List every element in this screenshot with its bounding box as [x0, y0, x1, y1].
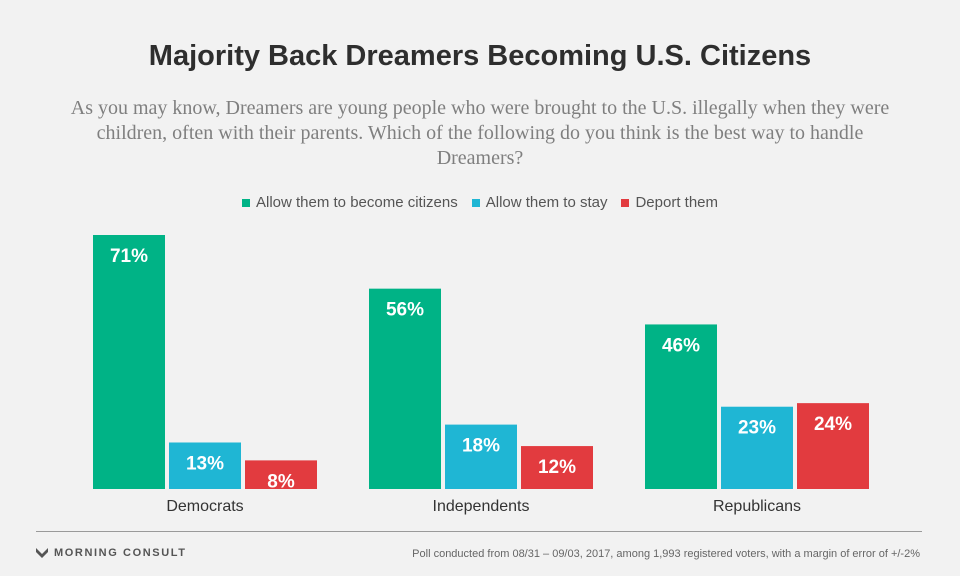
- bar-republicans-stay: [721, 406, 793, 489]
- chart-title: Majority Back Dreamers Becoming U.S. Cit…: [148, 40, 812, 72]
- category-label-independents: Independents: [433, 498, 530, 515]
- category-label-republicans: Republicans: [713, 498, 801, 515]
- bar-chart: 71% 13% 8% Democrats 56% 18% 12% Independents 46…: [93, 235, 869, 515]
- source-note: Poll conducted from 08/31 – 09/03, 2017,…: [412, 548, 920, 560]
- bar-independents-deport: [521, 446, 593, 489]
- bar-republicans-citizens: [645, 324, 717, 489]
- bar-republicans-deport: [797, 403, 869, 489]
- chart-subtitle: As you may know, Dreamers are young peop…: [70, 97, 890, 169]
- legend: Allow them to become citizens Allow them…: [0, 194, 960, 211]
- bar-democrats-stay: [169, 442, 241, 489]
- bar-democrats-deport: [245, 460, 317, 489]
- legend-item-stay: Allow them to stay: [471, 194, 608, 211]
- brand-name: MORNING CONSULT: [54, 547, 187, 559]
- legend-label-citizens: Allow them to become citizens: [255, 194, 458, 211]
- legend-swatch-deport: [621, 198, 630, 207]
- bar-label-republicans-citizens: 46%: [662, 335, 700, 356]
- legend-swatch-stay: [471, 198, 480, 207]
- bar-label-democrats-citizens: 71%: [110, 246, 148, 267]
- bar-independents-stay: [445, 424, 517, 489]
- bar-label-independents-deport: 12%: [538, 457, 576, 478]
- bar-label-republicans-stay: 23%: [738, 418, 776, 439]
- bar-label-republicans-deport: 24%: [814, 414, 852, 435]
- bar-democrats-citizens: [93, 235, 165, 489]
- bar-label-independents-citizens: 56%: [386, 300, 424, 321]
- footer-divider: [36, 531, 922, 532]
- brand-logo: MORNING CONSULT: [36, 547, 187, 559]
- legend-label-deport: Deport them: [635, 194, 719, 211]
- category-label-democrats: Democrats: [166, 498, 243, 515]
- legend-item-citizens: Allow them to become citizens: [241, 194, 458, 211]
- bar-label-independents-stay: 18%: [462, 436, 500, 457]
- bar-label-democrats-deport: 8%: [267, 471, 295, 492]
- bar-independents-citizens: [369, 288, 441, 489]
- morning-consult-icon: [36, 548, 48, 558]
- legend-swatch-citizens: [241, 198, 250, 207]
- bar-label-democrats-stay: 13%: [186, 453, 224, 474]
- legend-label-stay: Allow them to stay: [485, 194, 608, 211]
- legend-item-deport: Deport them: [621, 194, 718, 211]
